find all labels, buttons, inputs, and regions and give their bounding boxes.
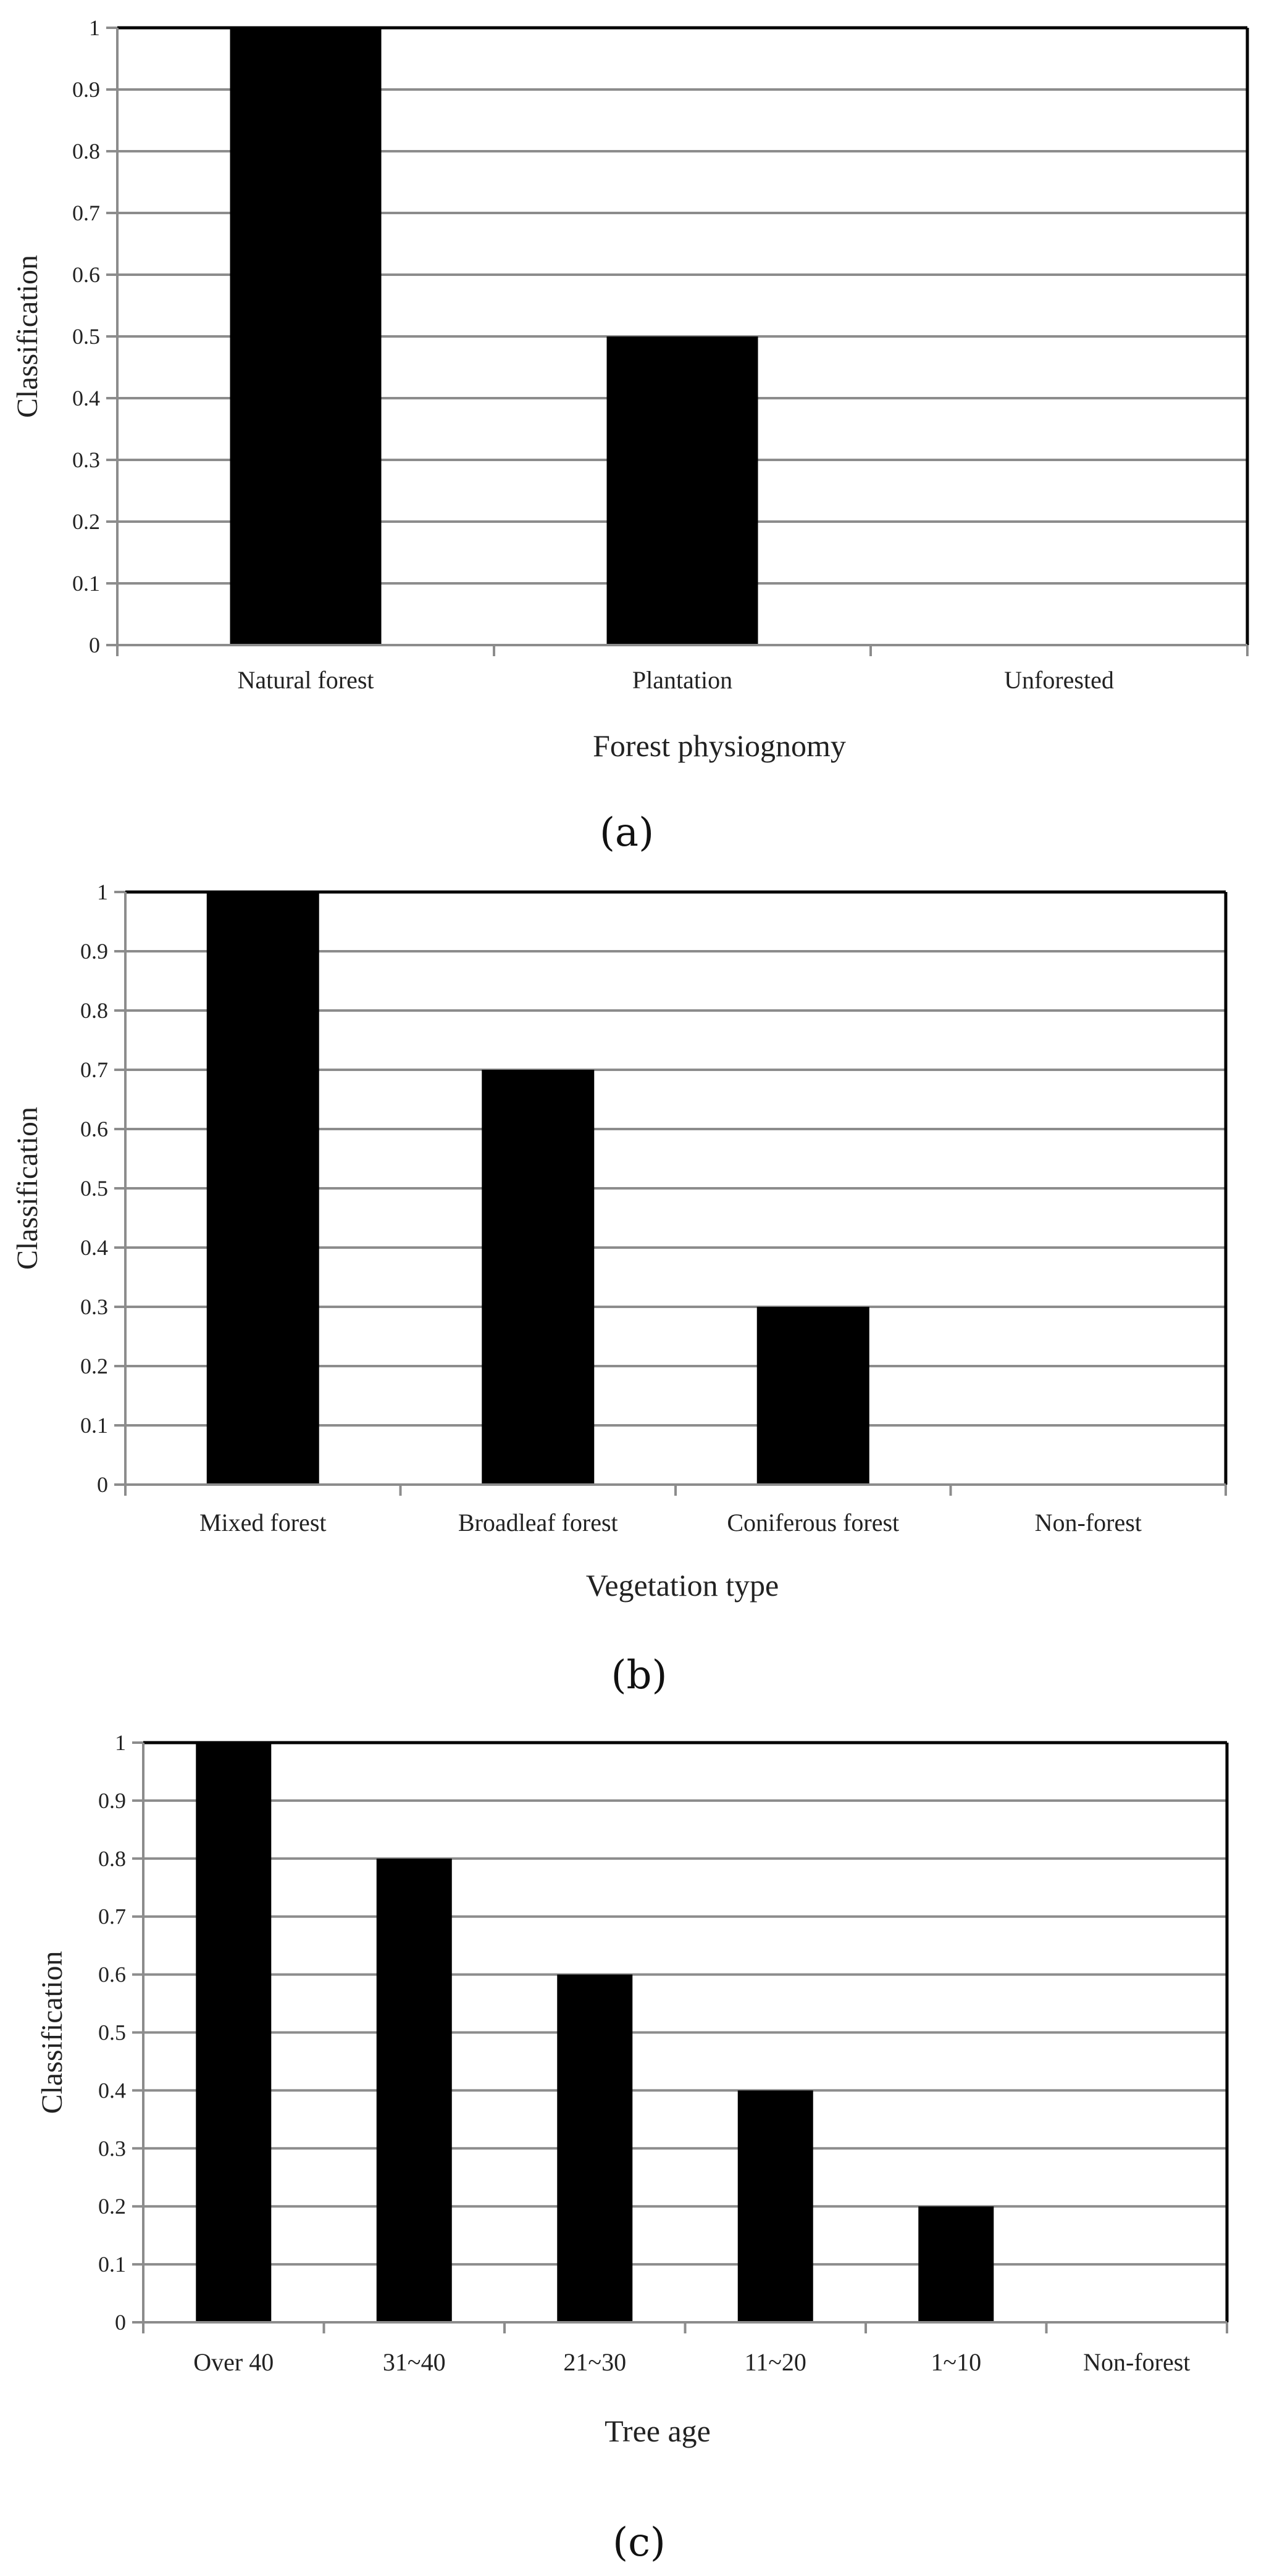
category-label: Natural forest xyxy=(237,666,374,694)
y-tick-label: 0.7 xyxy=(80,1057,108,1082)
y-axis-title: Classification xyxy=(36,1951,69,2114)
bar-broadleaf-forest xyxy=(482,1070,595,1485)
panel-label: (b) xyxy=(611,1653,668,1698)
category-label: Over 40 xyxy=(193,2348,274,2376)
y-tick-label: 0.3 xyxy=(72,448,100,472)
bar-plantation xyxy=(606,336,758,645)
category-label: Broadleaf forest xyxy=(458,1509,618,1536)
y-tick-label: 0.8 xyxy=(72,139,100,164)
y-tick-label: 0.9 xyxy=(80,939,108,964)
category-label: 11~20 xyxy=(745,2348,806,2376)
category-label: 31~40 xyxy=(383,2348,446,2376)
y-tick-label: 0.8 xyxy=(98,1846,126,1871)
y-tick-label: 0.5 xyxy=(98,2020,126,2045)
bar-11-20 xyxy=(737,2090,813,2322)
y-tick-label: 0.8 xyxy=(80,998,108,1023)
y-tick-label: 1 xyxy=(89,15,100,40)
category-label: Unforested xyxy=(1004,666,1114,694)
y-tick-label: 0.7 xyxy=(72,201,100,225)
y-tick-label: 0.5 xyxy=(72,324,100,349)
y-tick-label: 0.3 xyxy=(98,2136,126,2161)
y-tick-label: 1 xyxy=(97,880,108,904)
y-tick-label: 0.5 xyxy=(80,1176,108,1201)
y-tick-label: 0.4 xyxy=(98,2078,126,2103)
y-tick-label: 0.4 xyxy=(72,386,100,411)
y-tick-label: 0.7 xyxy=(98,1904,126,1929)
bar-31-40 xyxy=(376,1858,452,2322)
category-label: 1~10 xyxy=(931,2348,981,2376)
y-tick-label: 0.2 xyxy=(98,2194,126,2219)
y-tick-label: 0.9 xyxy=(98,1788,126,1813)
panel-label: (a) xyxy=(600,810,654,856)
category-label: Plantation xyxy=(632,666,732,694)
bar-over-40 xyxy=(196,1743,272,2322)
bar-mixed-forest xyxy=(206,892,319,1485)
y-axis-title: Classification xyxy=(11,1107,44,1270)
y-tick-label: 0.9 xyxy=(72,77,100,102)
y-tick-label: 0.4 xyxy=(80,1235,108,1260)
y-tick-label: 0.1 xyxy=(98,2252,126,2277)
y-tick-label: 0.1 xyxy=(80,1413,108,1438)
y-tick-label: 0 xyxy=(115,2310,126,2335)
category-label: Non-forest xyxy=(1083,2348,1190,2376)
category-label: Coniferous forest xyxy=(727,1509,899,1536)
category-label: Mixed forest xyxy=(199,1509,327,1536)
x-axis-title: Vegetation type xyxy=(586,1568,779,1603)
chart-panel-a: 0 0.1 0.2 0.3 0.4 0.5 0.6 0.7 0.8 0.9 1 Natural for… xyxy=(11,15,1249,856)
chart-panel-c: 0 0.1 0.2 0.3 0.4 0.5 0.6 0.7 0.8 0.9 1 Over 40 31~4… xyxy=(36,1730,1229,2566)
panel-label: (c) xyxy=(613,2520,666,2566)
y-tick-label: 0.6 xyxy=(80,1117,108,1141)
bar-natural-forest xyxy=(230,28,382,645)
y-tick-label: 0 xyxy=(97,1472,108,1497)
y-tick-label: 0.6 xyxy=(72,262,100,287)
y-tick-label: 1 xyxy=(115,1730,126,1755)
y-tick-label: 0.3 xyxy=(80,1294,108,1319)
x-axis-title: Tree age xyxy=(605,2414,711,2448)
x-axis-title: Forest physiognomy xyxy=(593,728,846,763)
category-label: 21~30 xyxy=(563,2348,626,2376)
category-label: Non-forest xyxy=(1035,1509,1142,1536)
y-tick-label: 0.2 xyxy=(72,509,100,534)
bar-coniferous-forest xyxy=(756,1307,869,1485)
y-tick-label: 0 xyxy=(89,633,100,657)
chart-panel-b: 0 0.1 0.2 0.3 0.4 0.5 0.6 0.7 0.8 0.9 1 Mixed fores… xyxy=(11,880,1228,1698)
bar-1-10 xyxy=(918,2206,994,2322)
y-tick-label: 0.1 xyxy=(72,571,100,596)
y-tick-label: 0.2 xyxy=(80,1354,108,1378)
y-axis-title: Classification xyxy=(11,255,44,418)
bar-21-30 xyxy=(557,1974,633,2322)
y-tick-label: 0.6 xyxy=(98,1962,126,1987)
